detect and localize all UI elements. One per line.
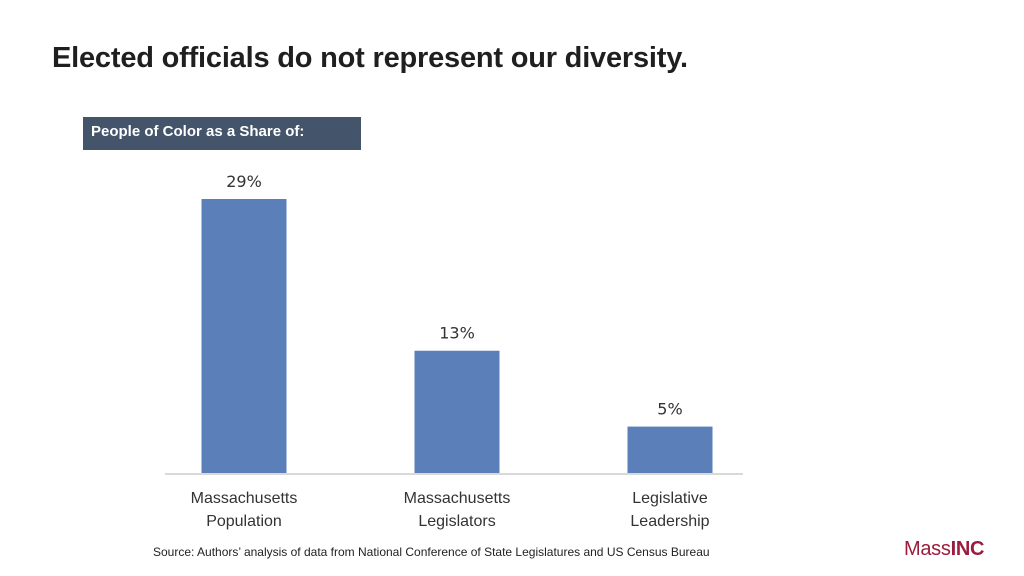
category-label-2-line-2: Legislators xyxy=(418,513,495,530)
chart-title-banner: People of Color as a Share of: xyxy=(83,117,361,150)
slide-title: Elected officials do not represent our d… xyxy=(52,42,688,74)
logo-text-inc: INC xyxy=(950,538,985,560)
category-label-1-line-1: Massachusetts xyxy=(191,490,298,507)
category-label-2-line-1: Massachusetts xyxy=(404,490,511,507)
bar-3 xyxy=(627,426,713,474)
bar-2 xyxy=(414,350,500,474)
category-label-3-line-1: Legislative xyxy=(632,490,708,507)
massinc-logo: MassINC xyxy=(904,538,984,561)
source-note: Source: Authors’ analysis of data from N… xyxy=(153,545,710,559)
data-label-1: 29% xyxy=(226,172,262,191)
category-label-1-line-2: Population xyxy=(206,513,282,530)
bar-1 xyxy=(201,199,287,474)
data-label-2: 13% xyxy=(439,324,475,343)
category-label-3-line-2: Leadership xyxy=(630,513,709,530)
data-label-3: 5% xyxy=(657,400,682,419)
logo-text-mass: Mass xyxy=(904,538,951,560)
